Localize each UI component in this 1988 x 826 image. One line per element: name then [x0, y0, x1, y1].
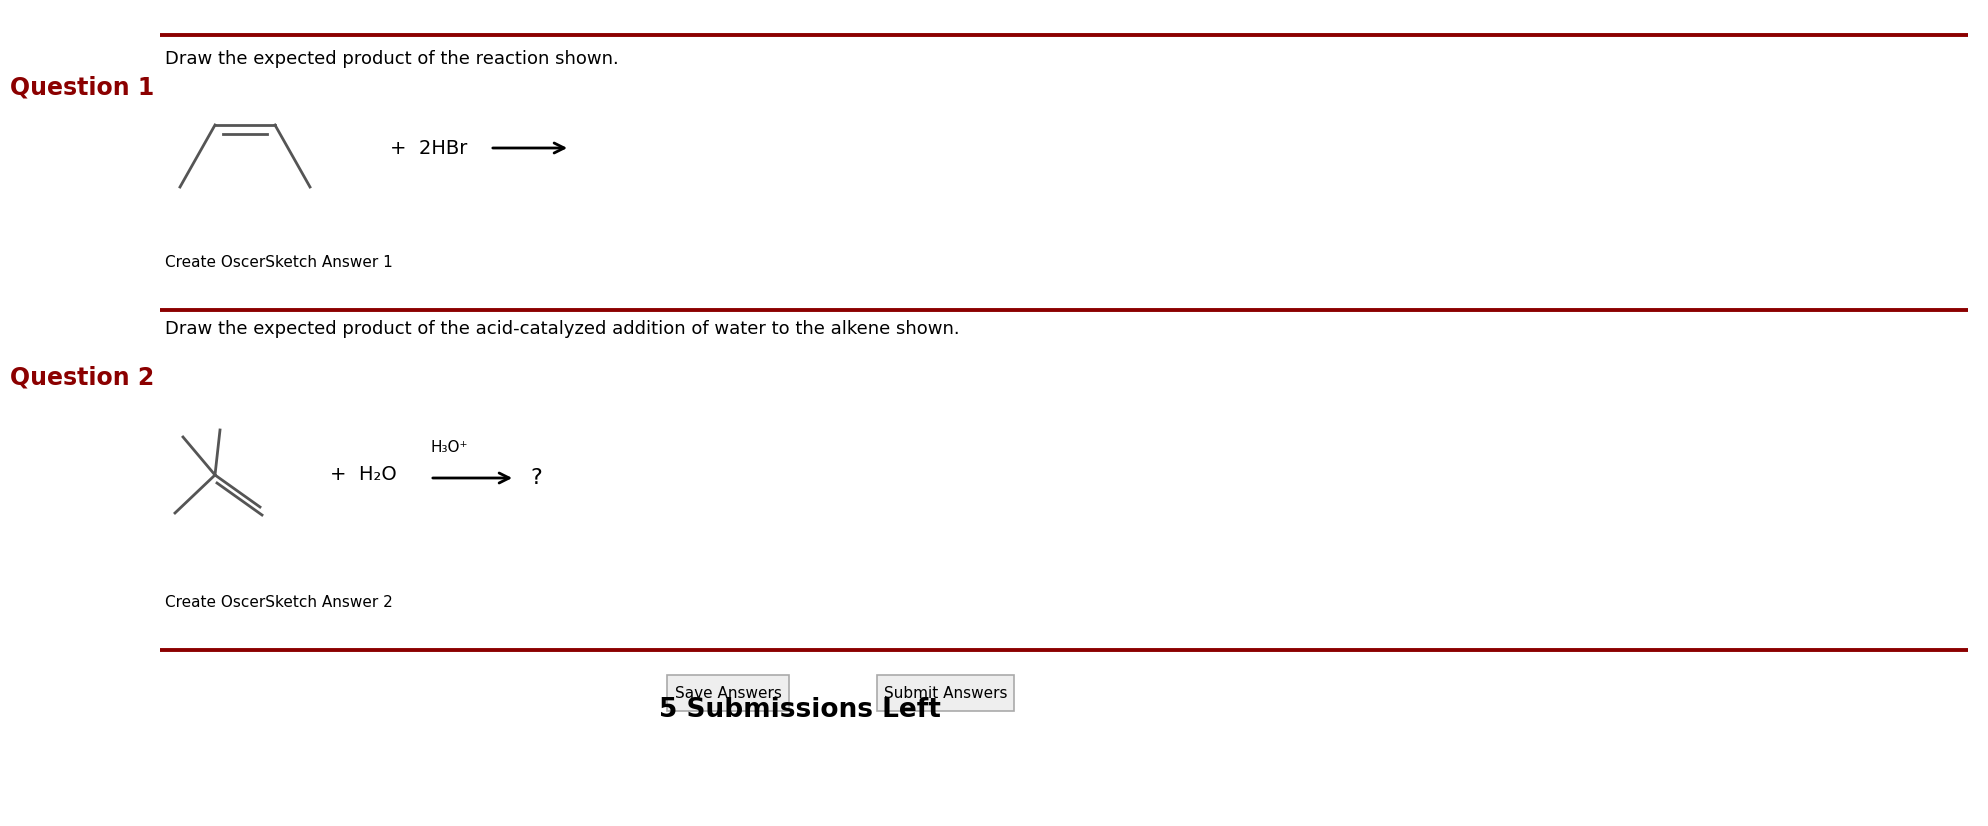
Text: Draw the expected product of the acid-catalyzed addition of water to the alkene : Draw the expected product of the acid-ca…: [165, 320, 960, 338]
Text: Create OscerSketch Answer 1: Create OscerSketch Answer 1: [165, 255, 394, 270]
Text: +  2HBr: + 2HBr: [390, 139, 467, 158]
Text: Draw the expected product of the reaction shown.: Draw the expected product of the reactio…: [165, 50, 618, 68]
Text: Save Answers: Save Answers: [674, 686, 781, 700]
Text: H₃O⁺: H₃O⁺: [429, 440, 467, 455]
Text: Question 1: Question 1: [10, 75, 155, 99]
Text: Create OscerSketch Answer 2: Create OscerSketch Answer 2: [165, 595, 394, 610]
Text: ?: ?: [531, 468, 543, 488]
FancyBboxPatch shape: [668, 675, 789, 711]
FancyBboxPatch shape: [877, 675, 1014, 711]
Text: 5 Submissions Left: 5 Submissions Left: [660, 697, 940, 723]
Text: Question 2: Question 2: [10, 365, 155, 389]
Text: +  H₂O: + H₂O: [330, 466, 398, 485]
Text: Submit Answers: Submit Answers: [885, 686, 1008, 700]
